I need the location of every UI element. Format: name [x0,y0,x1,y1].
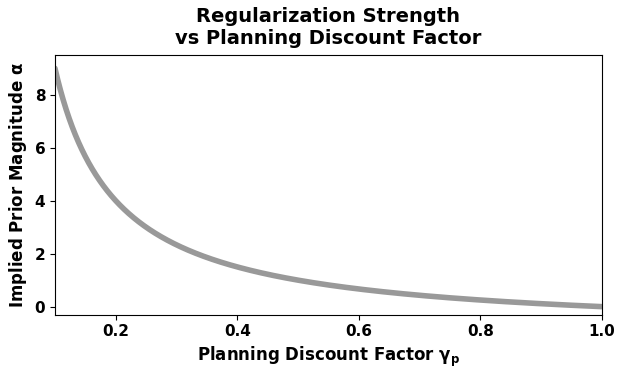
Y-axis label: Implied Prior Magnitude $\alpha$: Implied Prior Magnitude $\alpha$ [7,62,29,308]
Title: Regularization Strength
vs Planning Discount Factor: Regularization Strength vs Planning Disc… [175,7,481,48]
X-axis label: Planning Discount Factor $\gamma_p$: Planning Discount Factor $\gamma_p$ [197,345,460,369]
